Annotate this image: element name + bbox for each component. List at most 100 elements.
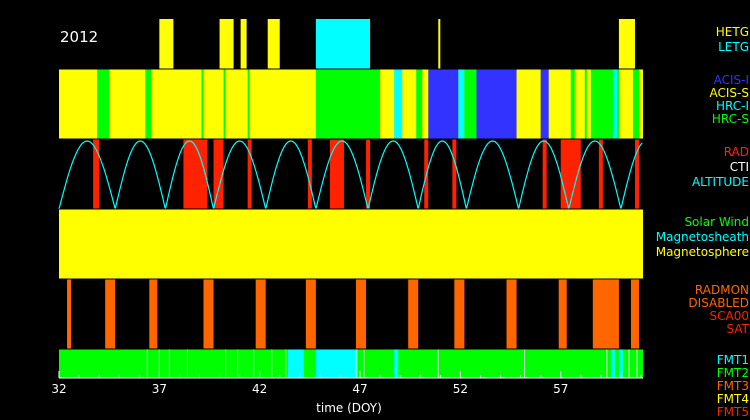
segment-format-2 xyxy=(394,349,399,378)
x-axis-title: time (DOY) xyxy=(316,401,382,415)
segment-instrument-6 xyxy=(394,69,403,139)
legend-item-instrument-3: HRC-S xyxy=(712,112,749,126)
segment-radmon-0 xyxy=(67,279,72,349)
segment-instrument-10 xyxy=(464,69,477,139)
segment-format-4 xyxy=(618,349,623,378)
segment-radiation-4 xyxy=(307,139,312,209)
segment-grating-1 xyxy=(219,19,234,70)
segment-radiation-5 xyxy=(329,139,344,209)
altitude-curve xyxy=(58,140,643,210)
segment-radmon-6 xyxy=(356,279,367,349)
legend-item-instrument-1: ACIS-S xyxy=(710,86,749,100)
x-axis: 32 37 42 47 52 57 xyxy=(51,371,643,396)
segment-radmon-7 xyxy=(408,279,419,349)
segment-instrument-17 xyxy=(632,69,639,139)
legend-item-grating-1: LETG xyxy=(718,40,749,54)
segment-radiation-6 xyxy=(366,139,371,209)
segment-grating-5 xyxy=(438,19,441,70)
segment-grating-6 xyxy=(618,19,635,70)
legend-item-grating-0: HETG xyxy=(716,25,749,39)
legend-item-radmon-1: DISABLED xyxy=(688,296,749,310)
x-tick-label-4: 52 xyxy=(453,382,468,396)
segment-radiation-2 xyxy=(213,139,224,209)
segment-instrument-5 xyxy=(315,69,381,139)
x-tick-label-0: 32 xyxy=(51,382,66,396)
segment-radiation-8 xyxy=(452,139,457,209)
panel-environment-background xyxy=(59,209,643,279)
segment-radmon-1 xyxy=(105,279,116,349)
segment-instrument-1 xyxy=(145,69,152,139)
segment-radiation-10 xyxy=(560,139,581,209)
segment-radmon-12 xyxy=(630,279,639,349)
segment-instrument-7 xyxy=(416,69,423,139)
segment-radiation-11 xyxy=(598,139,603,209)
segment-grating-0 xyxy=(159,19,174,70)
segment-radmon-10 xyxy=(558,279,567,349)
legend-item-radiation-2: ALTITUDE xyxy=(692,175,749,189)
segment-instrument-2 xyxy=(201,69,204,139)
segment-instrument-0 xyxy=(97,69,110,139)
panel-radmon xyxy=(59,279,643,349)
legend-item-format-1: FMT2 xyxy=(717,366,749,380)
x-tick-label-1: 37 xyxy=(152,382,167,396)
legend-item-radmon-2: SCA00 xyxy=(710,309,749,323)
segment-radiation-12 xyxy=(634,139,639,209)
panel-radiation xyxy=(58,139,643,210)
legend-item-format-3: FMT4 xyxy=(717,392,749,406)
segment-grating-3 xyxy=(267,19,280,70)
legend-item-environment-2: Magnetosphere xyxy=(656,245,749,259)
segment-radiation-3 xyxy=(247,139,252,209)
segment-instrument-3 xyxy=(223,69,226,139)
segment-radmon-2 xyxy=(149,279,158,349)
segment-instrument-9 xyxy=(458,69,465,139)
legend-item-environment-1: Magnetosheath xyxy=(656,230,749,244)
segment-radmon-8 xyxy=(454,279,465,349)
segment-instrument-13 xyxy=(570,69,575,139)
segment-instrument-16 xyxy=(612,69,617,139)
x-tick-label-5: 57 xyxy=(553,382,568,396)
segment-instrument-8 xyxy=(428,69,459,139)
panel-format xyxy=(59,349,643,378)
segment-instrument-11 xyxy=(476,69,517,139)
panel-grating xyxy=(59,19,643,70)
legend-item-instrument-0: ACIS-I xyxy=(714,73,749,87)
legend-item-environment-0: Solar Wind xyxy=(684,215,749,229)
segment-radmon-5 xyxy=(305,279,316,349)
segment-format-0 xyxy=(287,349,304,378)
segment-radmon-3 xyxy=(203,279,214,349)
panel-environment xyxy=(59,209,643,279)
segment-format-1 xyxy=(315,349,359,378)
segment-grating-4 xyxy=(315,19,371,70)
legend-item-radiation-0: RAD xyxy=(724,145,749,159)
segment-instrument-14 xyxy=(584,69,587,139)
legend-item-radmon-0: RADMON xyxy=(695,283,749,297)
segment-radiation-9 xyxy=(542,139,547,209)
segment-radmon-11 xyxy=(592,279,619,349)
x-tick-label-3: 47 xyxy=(352,382,367,396)
panel-instrument xyxy=(59,69,643,139)
segment-radiation-1 xyxy=(183,139,208,209)
segment-radmon-9 xyxy=(506,279,517,349)
segment-instrument-12 xyxy=(540,69,549,139)
segment-format-3 xyxy=(610,349,615,378)
segment-radmon-4 xyxy=(255,279,266,349)
legend-item-radiation-1: CTI xyxy=(730,160,749,174)
year-label: 2012 xyxy=(60,28,98,46)
panels-group xyxy=(58,19,643,378)
panel-radmon-background xyxy=(59,279,643,349)
legend-item-format-0: FMT1 xyxy=(717,353,749,367)
legend-item-format-4: FMT5 xyxy=(717,405,749,419)
segment-instrument-4 xyxy=(247,69,250,139)
segment-radiation-0 xyxy=(93,139,100,209)
legend-item-format-2: FMT3 xyxy=(717,379,749,393)
x-tick-label-2: 42 xyxy=(252,382,267,396)
legend-item-instrument-2: HRC-I xyxy=(716,99,749,113)
